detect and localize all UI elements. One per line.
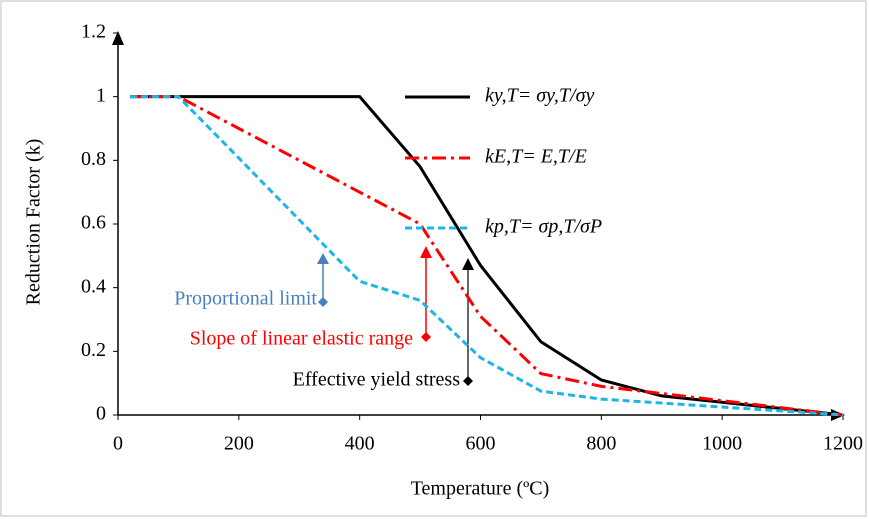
series-line — [130, 95, 844, 417]
y-tick-label: 0.8 — [81, 148, 106, 170]
annotation: Proportional limit — [174, 288, 317, 310]
x-axis-title: Temperature (ºC) — [411, 478, 550, 500]
arrow-tail — [463, 376, 473, 386]
y-tick-label: 0.6 — [81, 212, 106, 234]
y-tick-label: 1 — [96, 84, 106, 106]
legend-label: kE,T= E,T/E — [485, 146, 587, 168]
x-tick-label: 1200 — [823, 433, 863, 455]
y-tick-label: 0.2 — [81, 339, 106, 361]
arrow-head — [462, 258, 474, 270]
annotation: Effective yield stress — [293, 369, 461, 391]
y-tick-label: 0.4 — [81, 275, 106, 297]
legend-label: kp,T= σp,T/σP — [485, 216, 602, 238]
arrow-tail — [318, 297, 328, 307]
axis-arrow — [112, 31, 124, 45]
annotation-arrows — [317, 246, 474, 386]
y-axis-title: Reduction Factor (k) — [23, 139, 45, 306]
series-line — [130, 95, 844, 417]
arrow-tail — [421, 332, 431, 342]
x-tick-label: 400 — [345, 433, 375, 455]
y-tick-label: 0 — [96, 403, 106, 425]
series-line — [130, 95, 844, 417]
x-tick-label: 600 — [466, 433, 496, 455]
arrow-head — [317, 253, 329, 264]
x-tick-label: 800 — [586, 433, 616, 455]
x-tick-label: 200 — [224, 433, 254, 455]
x-tick-label: 0 — [113, 433, 123, 455]
arrow-head — [420, 246, 432, 258]
legend-label: ky,T= σy,T/σy — [485, 85, 594, 107]
annotation: Slope of linear elastic range — [190, 328, 413, 350]
x-tick-label: 1000 — [702, 433, 742, 455]
y-tick-label: 1.2 — [81, 21, 106, 43]
